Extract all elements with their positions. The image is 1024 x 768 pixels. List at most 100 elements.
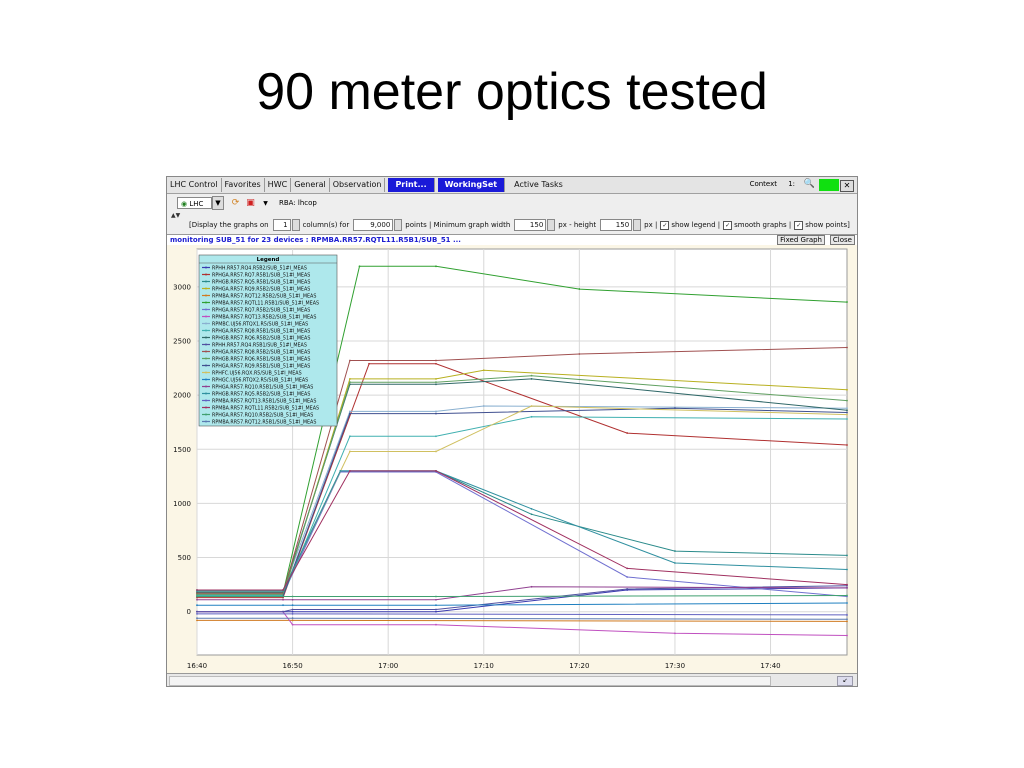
data-point [846,594,848,597]
legend-entry: RPHH.RR57.RQ4.R5B2/SUB_51#I_MEAS [212,266,307,272]
series-line [197,585,848,613]
data-point [196,619,198,622]
data-point [291,623,294,626]
legend-marker [205,294,207,297]
legend-title: Legend [257,257,280,263]
data-point [435,470,437,472]
points-input[interactable]: 9,000 [353,219,394,231]
data-point [530,405,533,407]
y-tick-label: 500 [178,554,191,562]
data-point [482,369,485,372]
tab-observation[interactable]: Observation [330,178,386,192]
tab-hwc[interactable]: HWC [265,178,292,192]
legend-entry: RPHGA.RR57.RQ9.R5B1/SUB_51#I_MEAS [212,364,310,370]
close-graph-button[interactable]: Close [829,235,855,245]
data-point [626,576,629,578]
data-point [349,378,351,380]
series-line [197,586,848,601]
show-points-checkbox[interactable]: ✓ [794,220,804,230]
machine-select[interactable]: ◉ LHC [177,197,212,209]
height-spinner[interactable] [633,219,642,231]
data-point [530,374,533,377]
tab-bar: LHC Control Favorites HWC General Observ… [167,177,857,194]
data-point [435,381,437,384]
tab-lhc-control[interactable]: LHC Control [167,178,222,192]
y-tick-label: 2000 [173,392,191,400]
legend-entry: RPHH.RR57.RQ4.R5B1/SUB_51#I_MEAS [212,343,307,349]
data-point [435,383,437,386]
columns-spinner[interactable] [291,219,300,231]
data-point [530,415,533,418]
monitoring-status-text: monitoring SUB_51 for 23 devices : RPMBA… [170,236,461,244]
tab-active-tasks[interactable]: Active Tasks [514,180,563,189]
status-indicator [819,179,839,191]
chevron-down-icon[interactable]: ▼ [263,199,268,207]
x-tick-label: 16:50 [282,662,302,670]
legend-marker [205,343,207,346]
data-point [674,407,676,410]
context-value[interactable]: 1: [788,180,795,188]
refresh-icon[interactable]: ⟳ [231,197,240,208]
series-line [197,375,848,595]
data-point [349,450,351,453]
legend-box [198,254,338,427]
chevron-down-icon[interactable]: ▼ [212,196,224,210]
print-button[interactable]: Print... [388,178,435,192]
data-point [282,589,284,591]
legend-marker [205,287,207,290]
points-spinner[interactable] [394,219,403,231]
data-point [282,604,284,607]
legend-entry: RPMBC.UJ56.RTQX1.R5/SUB_51#I_MEAS [212,322,308,328]
smooth-graphs-checkbox[interactable]: ✓ [723,220,733,230]
y-tick-label: 3000 [173,283,191,291]
legend-entry: RPHFC.UJ56.RQX.R5/SUB_51#I_MEAS [212,371,302,377]
data-point [282,610,284,613]
data-point [435,410,437,413]
data-point [196,612,198,615]
legend-entry: RPHGA.RR57.RQ7.R5B1/SUB_51#I_MEAS [212,273,310,279]
data-point [435,435,437,438]
legend-entry: RPHGB.RR57.RQ5.R5B2/SUB_51#I_MEAS [212,392,310,398]
search-icon[interactable]: 🔍 [803,179,815,189]
legend-marker [205,413,207,416]
columns-input[interactable]: 1 [272,219,291,231]
toolbar: ◉ LHC ▼ ⟳ ▣ ▼ RBA: lhcop [167,194,857,212]
x-tick-label: 17:30 [665,662,685,670]
legend-entry: RPHGA.RR57.RQ8.R5B1/SUB_51#I_MEAS [212,329,310,335]
data-point [846,301,848,303]
tab-general[interactable]: General [291,178,330,192]
x-tick-label: 17:10 [474,662,494,670]
data-point [846,388,848,391]
data-point [846,399,848,402]
legend-marker [205,406,207,409]
data-point [846,568,848,571]
data-point [626,567,629,570]
legend-entry: RPHGA.RR57.RQ7.R5B2/SUB_51#I_MEAS [212,308,310,314]
machine-select-value: LHC [189,200,204,208]
tab-favorites[interactable]: Favorites [222,178,265,192]
data-point [435,608,437,611]
show-legend-label: show legend | [671,221,721,229]
legend-marker [205,357,207,360]
y-tick-label: 1000 [173,500,191,508]
data-point [282,598,284,601]
data-point [846,586,848,589]
legend-entry: RPHGB.RR57.RQ6.R5B1/SUB_51#I_MEAS [212,357,310,363]
width-input[interactable]: 150 [514,219,547,231]
fixed-graph-button[interactable]: Fixed Graph [777,235,825,245]
show-legend-checkbox[interactable]: ✓ [660,220,670,230]
data-point [846,444,848,446]
data-point [846,634,848,637]
workingset-button[interactable]: WorkingSet [437,178,506,192]
resize-grip-icon[interactable]: ↙ [837,676,853,686]
data-point [349,412,351,415]
width-spinner[interactable] [547,219,556,231]
x-tick-label: 17:00 [378,662,398,670]
close-icon[interactable]: ✕ [840,180,854,192]
height-suffix: px | [644,221,658,229]
data-point [846,407,848,410]
splitter-arrows-icon[interactable]: ▲▼ [171,212,181,219]
height-input[interactable]: 150 [600,219,633,231]
stop-icon[interactable]: ▣ [246,197,255,208]
legend-marker [205,420,207,423]
